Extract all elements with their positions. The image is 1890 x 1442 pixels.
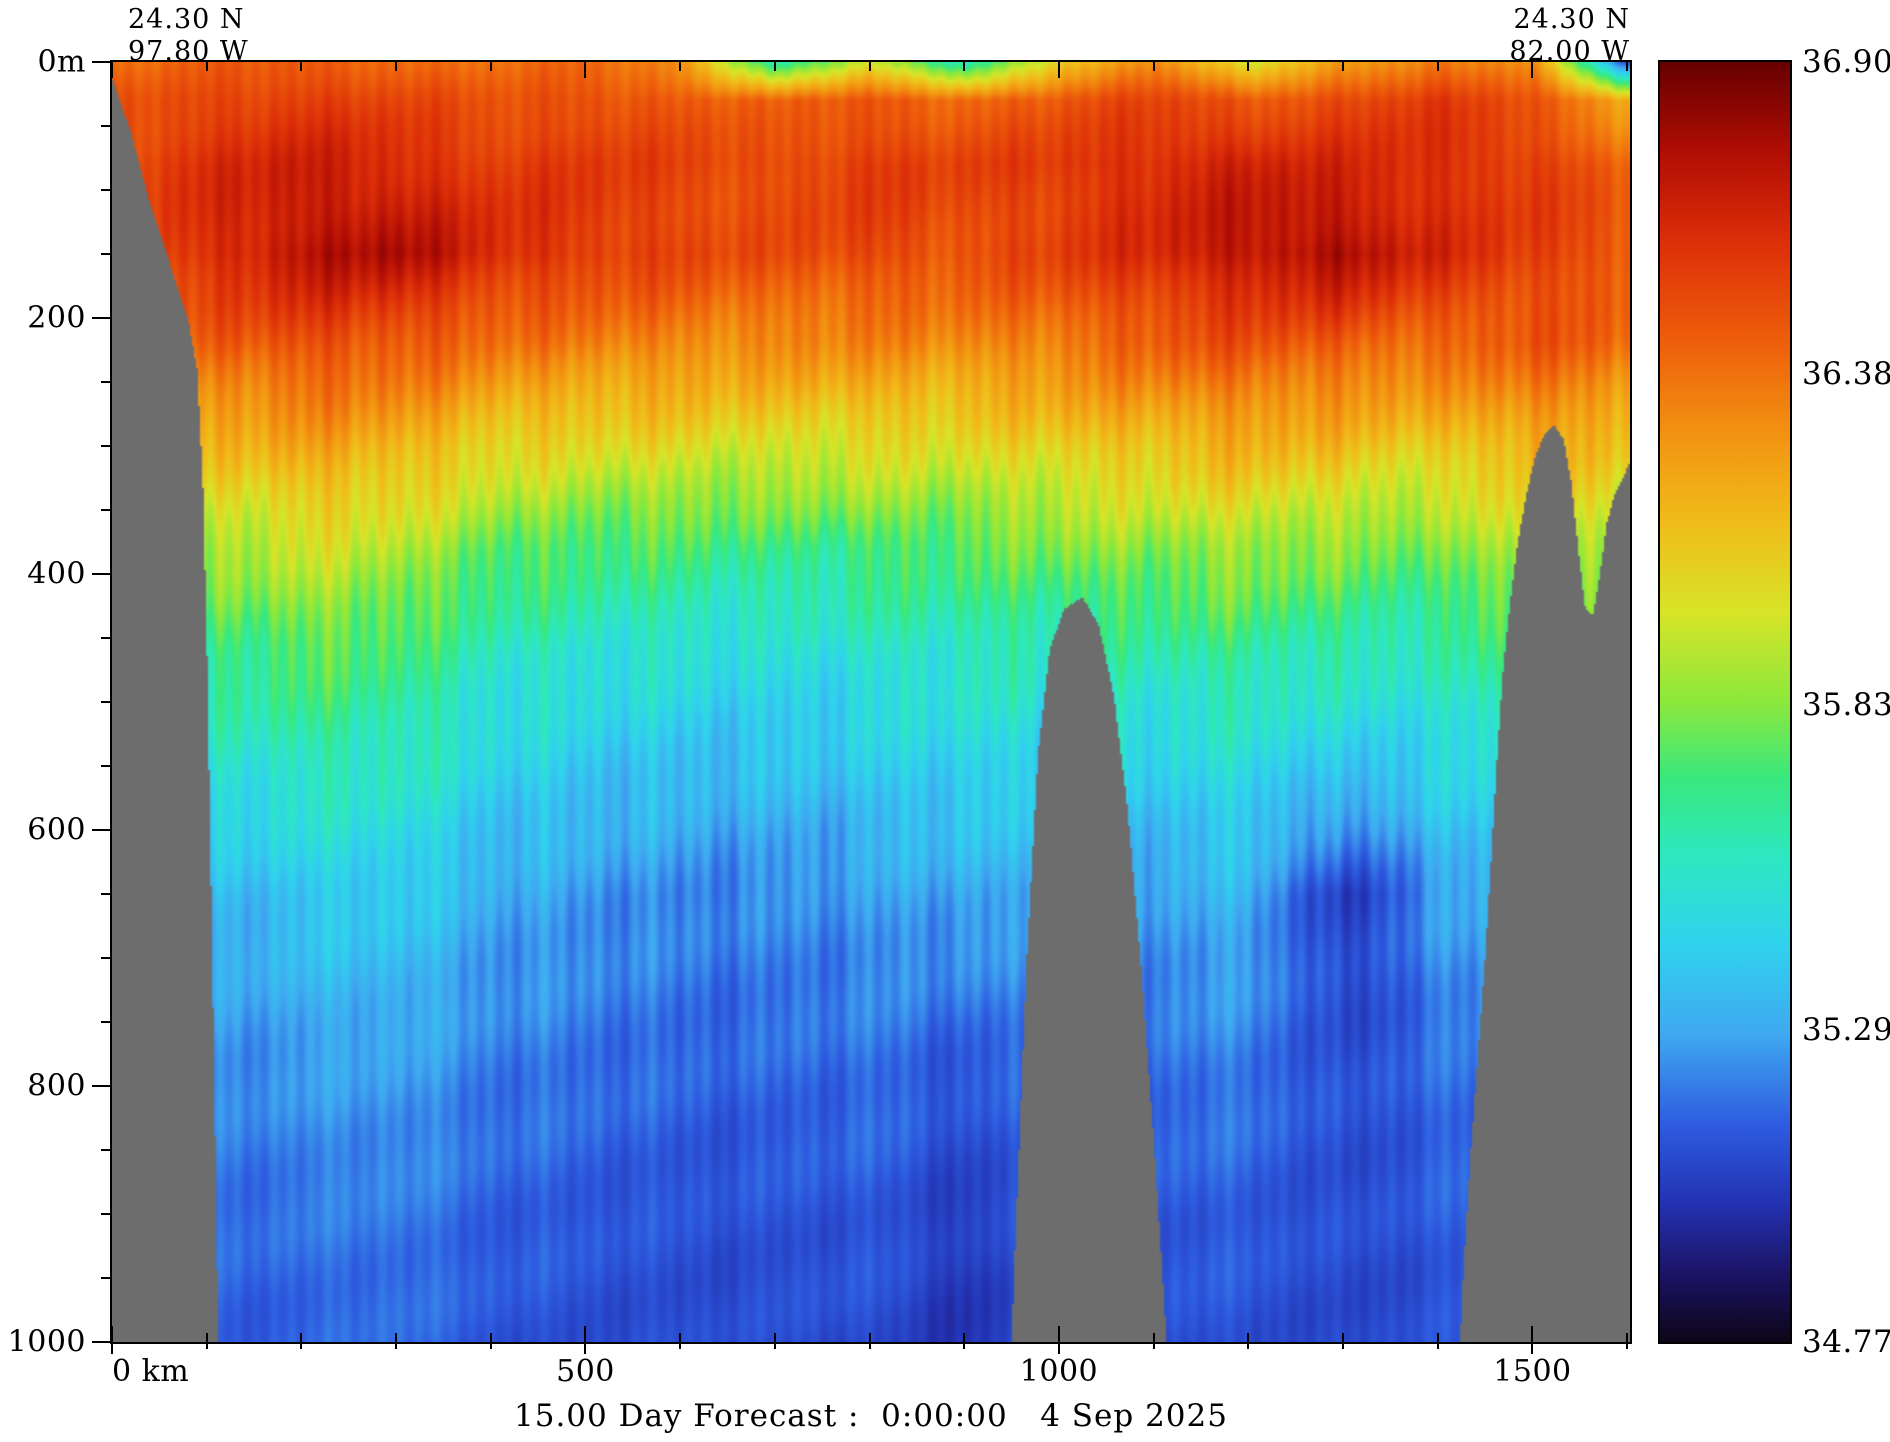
axis-tick [395, 1333, 398, 1342]
axis-tick [1531, 1342, 1534, 1354]
axis-tick [205, 1342, 208, 1349]
axis-tick [1247, 1333, 1250, 1342]
axis-tick [584, 1342, 587, 1354]
axis-tick [111, 62, 113, 78]
axis-tick [584, 62, 587, 78]
axis-tick [773, 1333, 776, 1342]
axis-tick [1531, 62, 1534, 78]
y-axis-tick-label: 600 [27, 812, 86, 848]
axis-tick [92, 317, 112, 319]
axis-tick [101, 189, 112, 191]
axis-tick [1342, 1342, 1345, 1349]
axis-tick [92, 1341, 112, 1343]
axis-tick [1152, 1342, 1155, 1349]
axis-tick [679, 62, 682, 71]
axis-tick [101, 893, 112, 895]
axis-tick [1342, 1333, 1345, 1342]
axis-tick [1626, 1333, 1629, 1342]
section-end-coords: 24.30 N 82.00 W [1509, 4, 1630, 69]
y-axis-tick-label: 800 [27, 1068, 86, 1104]
axis-tick [1436, 1342, 1439, 1349]
colorbar-tick-label: 36.90 [1802, 44, 1890, 80]
colorbar [1658, 60, 1792, 1344]
start-latitude: 24.30 N [128, 4, 245, 35]
colorbar-tick-label: 36.38 [1802, 356, 1890, 393]
axis-tick [101, 637, 112, 639]
axis-tick [111, 1326, 113, 1342]
axis-tick [773, 62, 776, 71]
x-axis-tick-label: 0 km [112, 1354, 190, 1389]
x-axis-tick-label: 500 [556, 1354, 615, 1389]
y-axis-tick-label: 1000 [7, 1324, 86, 1360]
axis-tick [205, 1333, 208, 1342]
axis-tick [584, 1326, 587, 1342]
axis-tick [395, 62, 398, 71]
axis-tick [101, 445, 112, 447]
x-axis-tick-label: 1000 [1019, 1354, 1099, 1389]
colorbar-tick-label: 35.83 [1802, 687, 1890, 723]
axis-tick [300, 1342, 303, 1349]
axis-tick [1057, 62, 1060, 78]
axis-tick [101, 1149, 112, 1151]
axis-tick [101, 381, 112, 383]
axis-tick [101, 1213, 112, 1215]
axis-tick [101, 1021, 112, 1023]
axis-tick [489, 1333, 492, 1342]
section-start-coords: 24.30 N 97.80 W [128, 4, 249, 69]
axis-tick [1531, 1326, 1534, 1342]
figure-title: 15.00 Day Forecast : 0:00:00 4 Sep 2025 [514, 1398, 1228, 1434]
axis-tick [773, 1342, 776, 1349]
axis-tick [92, 573, 112, 575]
axis-tick [300, 62, 303, 71]
axis-tick [489, 62, 492, 71]
axis-tick [92, 61, 112, 63]
axis-tick [300, 1333, 303, 1342]
axis-tick [1626, 62, 1629, 71]
axis-tick [868, 1333, 871, 1342]
axis-tick [101, 509, 112, 511]
y-axis-tick-label: 200 [27, 300, 86, 336]
axis-tick [92, 1085, 112, 1087]
axis-tick [101, 253, 112, 255]
axis-tick [1057, 1342, 1060, 1354]
axis-tick [679, 1333, 682, 1342]
axis-tick [679, 1342, 682, 1349]
axis-tick [92, 829, 112, 831]
axis-tick [963, 62, 966, 71]
axis-tick [101, 1277, 112, 1279]
end-latitude: 24.30 N [1513, 4, 1630, 35]
y-axis-tick-label: 400 [27, 556, 86, 592]
axis-tick [868, 1342, 871, 1349]
axis-tick [1057, 1326, 1060, 1342]
axis-tick [1247, 62, 1250, 71]
axis-tick [1342, 62, 1345, 71]
colorbar-tick-label: 34.77 [1802, 1324, 1890, 1360]
y-axis-tick-label: 0m [37, 44, 86, 80]
axis-tick [963, 1333, 966, 1342]
axis-tick [1626, 1342, 1629, 1349]
x-axis-tick-label: 1500 [1493, 1354, 1572, 1389]
axis-tick [1152, 1333, 1155, 1342]
axis-tick [101, 765, 112, 767]
axis-tick [868, 62, 871, 71]
axis-tick [1247, 1342, 1250, 1349]
section-canvas [112, 62, 1630, 1342]
axis-tick [111, 1342, 113, 1354]
axis-tick [395, 1342, 398, 1349]
axis-tick [963, 1342, 966, 1349]
axis-tick [1152, 62, 1155, 71]
axis-tick [489, 1342, 492, 1349]
axis-tick [101, 701, 112, 703]
axis-tick [205, 62, 208, 71]
colorbar-tick-label: 35.29 [1802, 1011, 1890, 1048]
axis-tick [1436, 1333, 1439, 1342]
axis-tick [101, 125, 112, 127]
colorbar-gradient [1660, 62, 1790, 1342]
axis-tick [101, 957, 112, 959]
axis-tick [1436, 62, 1439, 71]
